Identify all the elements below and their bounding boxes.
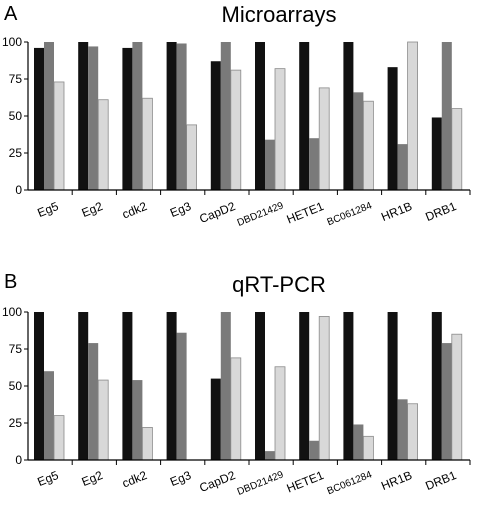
bar bbox=[299, 312, 310, 460]
y-tick-label: 0 bbox=[15, 183, 22, 197]
bar bbox=[88, 46, 99, 190]
bar bbox=[309, 440, 320, 460]
category-label: cdk2 bbox=[120, 199, 149, 222]
bar bbox=[166, 312, 177, 460]
bar bbox=[343, 42, 354, 190]
bar bbox=[122, 312, 133, 460]
category-label: CapD2 bbox=[197, 468, 237, 495]
bar bbox=[34, 47, 44, 190]
category-label: CapD2 bbox=[197, 199, 237, 226]
bar bbox=[274, 366, 286, 461]
category-label: cdk2 bbox=[120, 468, 149, 491]
bar bbox=[265, 139, 275, 190]
bar bbox=[78, 42, 89, 190]
bar bbox=[451, 333, 463, 461]
chart-title: qRT-PCR bbox=[232, 272, 326, 297]
bar bbox=[186, 124, 198, 191]
category-label: Eg2 bbox=[80, 199, 105, 220]
bar bbox=[362, 435, 374, 461]
chart-title: Microarrays bbox=[222, 2, 337, 27]
y-tick-label: 50 bbox=[9, 379, 23, 393]
y-tick-label: 75 bbox=[9, 342, 23, 356]
bar bbox=[44, 42, 54, 190]
bar bbox=[53, 415, 65, 461]
category-label: HETE1 bbox=[285, 199, 326, 227]
bar bbox=[255, 312, 265, 460]
bar bbox=[274, 68, 286, 191]
bar bbox=[255, 42, 265, 190]
bar bbox=[53, 81, 65, 191]
bar bbox=[220, 312, 231, 460]
category-label: Eg5 bbox=[35, 468, 60, 489]
bar bbox=[265, 451, 275, 460]
category-label: BC061284 bbox=[326, 200, 374, 228]
bar bbox=[318, 316, 330, 461]
bar bbox=[97, 379, 109, 461]
bar bbox=[132, 380, 143, 460]
category-label: DBD21429 bbox=[236, 469, 286, 498]
bar bbox=[397, 399, 408, 460]
category-label: Eg3 bbox=[168, 199, 193, 220]
bar bbox=[78, 312, 89, 460]
bar bbox=[210, 378, 221, 460]
bar bbox=[176, 43, 187, 191]
bar bbox=[441, 343, 452, 460]
bar bbox=[210, 61, 221, 190]
bar bbox=[141, 427, 153, 461]
category-label: DRB1 bbox=[423, 199, 458, 224]
bar bbox=[387, 312, 398, 460]
bar bbox=[343, 312, 354, 460]
bar bbox=[353, 92, 364, 190]
panel-letter: A bbox=[4, 3, 18, 25]
bar bbox=[441, 42, 452, 190]
y-tick-label: 100 bbox=[2, 305, 22, 319]
bar bbox=[166, 42, 177, 190]
y-tick-label: 75 bbox=[9, 72, 23, 86]
category-label: Eg3 bbox=[168, 468, 193, 489]
bar bbox=[141, 97, 153, 191]
bar bbox=[407, 41, 419, 191]
category-label: DRB1 bbox=[423, 468, 458, 493]
category-label: DBD21429 bbox=[236, 200, 286, 229]
panel-A: A Microarrays 0 25 50 75 100 Eg5 Eg2 cdk2 Eg3 CapD2… bbox=[2, 2, 471, 229]
y-tick-label: 25 bbox=[9, 416, 23, 430]
bar bbox=[299, 42, 310, 190]
bar bbox=[220, 42, 231, 190]
bar bbox=[34, 312, 44, 460]
bar bbox=[309, 138, 320, 190]
category-label: HETE1 bbox=[285, 468, 326, 496]
category-label: Eg5 bbox=[35, 199, 60, 220]
y-tick-label: 50 bbox=[9, 109, 23, 123]
bar bbox=[44, 371, 54, 460]
bar bbox=[362, 100, 374, 191]
category-label: BC061284 bbox=[326, 469, 374, 497]
y-tick-label: 25 bbox=[9, 146, 23, 160]
bar bbox=[451, 108, 463, 191]
bar bbox=[230, 357, 242, 461]
category-label: HR1B bbox=[379, 199, 414, 224]
y-tick-label: 0 bbox=[15, 453, 22, 467]
bar bbox=[97, 99, 109, 191]
bar bbox=[431, 117, 442, 190]
bar bbox=[318, 87, 330, 191]
panel-letter: B bbox=[4, 271, 17, 293]
bar bbox=[397, 144, 408, 190]
bar bbox=[230, 69, 242, 191]
bar bbox=[431, 312, 442, 460]
bar bbox=[132, 42, 143, 190]
category-label: Eg2 bbox=[80, 468, 105, 489]
category-label: HR1B bbox=[379, 468, 414, 493]
bar bbox=[387, 67, 398, 190]
bar bbox=[407, 403, 419, 461]
y-tick-label: 100 bbox=[2, 35, 22, 49]
bar bbox=[353, 424, 364, 460]
bar bbox=[176, 332, 187, 460]
bar bbox=[88, 343, 99, 460]
bar bbox=[122, 47, 133, 190]
